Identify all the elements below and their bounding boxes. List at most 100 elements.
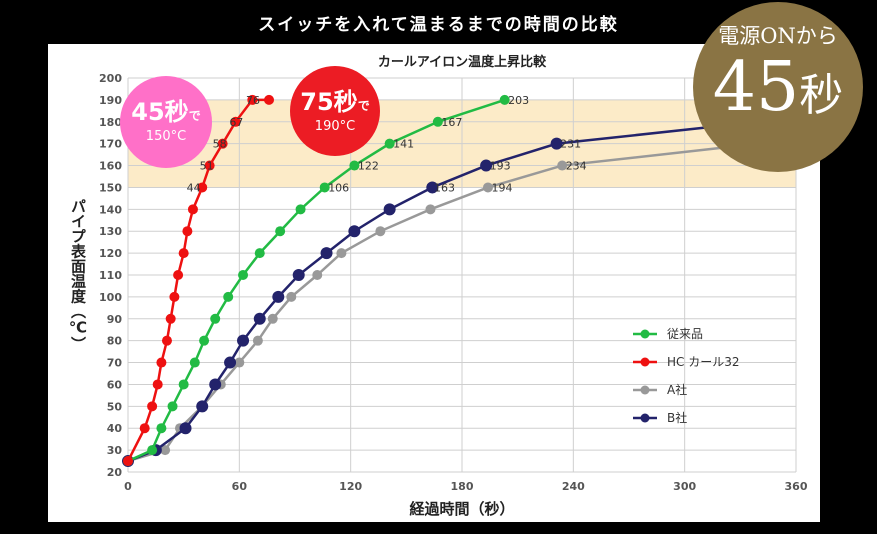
data-point: [178, 248, 189, 259]
point-value-label: 194: [491, 181, 512, 194]
data-point: [187, 204, 198, 215]
point-value-label: 51: [200, 160, 214, 173]
data-point: [252, 335, 263, 346]
badge-unit: 秒: [799, 70, 844, 121]
data-point: [210, 313, 221, 324]
point-value-label: 67: [229, 116, 243, 129]
y-tick-label: 130: [99, 225, 122, 238]
data-point: [209, 378, 222, 391]
data-point: [161, 335, 172, 346]
legend-swatch-marker: [640, 357, 650, 367]
data-point: [234, 357, 245, 368]
point-value-label: 203: [508, 94, 529, 107]
data-point: [425, 204, 436, 215]
data-point: [173, 270, 184, 280]
power-on-badge: 電源ONから 45秒: [693, 2, 863, 172]
data-point: [253, 312, 266, 325]
x-tick-label: 60: [232, 480, 248, 493]
data-point: [165, 313, 176, 324]
data-point: [147, 401, 158, 412]
legend-swatch-marker: [640, 385, 650, 395]
badge-number: 45: [712, 48, 800, 127]
data-point: [169, 291, 180, 302]
data-point: [348, 225, 361, 238]
y-tick-label: 50: [107, 400, 123, 413]
chart-panel: 20 30 40 50 60 70 80 90 100 110 120 130 140 150 160 170…: [48, 44, 820, 522]
x-tick-label: 360: [785, 480, 808, 493]
data-point: [432, 116, 443, 127]
x-tick-label: 240: [562, 480, 585, 493]
data-point: [426, 181, 439, 194]
data-point: [237, 334, 250, 347]
data-point: [178, 379, 189, 390]
data-point: [167, 401, 178, 412]
data-point: [349, 160, 360, 171]
point-value-label: 231: [560, 138, 581, 151]
data-point: [264, 94, 275, 105]
legend-label: A社: [667, 382, 687, 397]
chart-svg: 2030405060708090100110120130140150160170…: [69, 54, 808, 518]
badge-line1: 電源ONから: [718, 24, 838, 48]
data-point: [254, 248, 265, 259]
y-tick-label: 30: [107, 444, 123, 457]
data-point: [557, 160, 568, 171]
point-value-label: 76: [246, 94, 260, 107]
x-tick-label: 0: [124, 480, 132, 493]
data-point: [312, 270, 323, 280]
data-point: [320, 247, 333, 260]
x-tick-label: 120: [339, 480, 362, 493]
point-value-label: 234: [566, 160, 587, 173]
data-point: [199, 335, 210, 346]
x-axis-label: 経過時間（秒）: [409, 500, 514, 518]
data-point: [336, 248, 347, 259]
data-point: [217, 138, 228, 149]
y-tick-label: 200: [99, 72, 122, 85]
callout-75s-suffix: で: [357, 99, 370, 113]
data-point: [204, 160, 215, 171]
data-point: [384, 138, 395, 149]
series-line-A社: [127, 142, 760, 463]
callout-45s: 45秒で 150°C: [120, 76, 212, 168]
data-point: [319, 182, 330, 193]
data-point: [247, 94, 258, 105]
point-value-label: 141: [393, 138, 414, 151]
data-point: [182, 226, 193, 237]
point-value-label: 167: [441, 116, 462, 129]
legend-label: B社: [667, 410, 687, 425]
data-point: [286, 291, 297, 302]
data-point: [160, 445, 171, 456]
y-tick-label: 90: [107, 313, 123, 326]
page-title: スイッチを入れて温まるまでの時間の比較: [258, 15, 619, 35]
point-value-label: 122: [358, 160, 379, 173]
y-tick-label: 170: [99, 138, 122, 151]
x-tick-label: 180: [451, 480, 474, 493]
data-point: [123, 456, 133, 467]
x-tick-label: 300: [673, 480, 696, 493]
y-tick-label: 190: [99, 94, 122, 107]
data-point: [139, 423, 150, 434]
data-point: [383, 203, 396, 216]
point-value-label: 193: [490, 160, 511, 173]
point-value-label: 58: [213, 138, 227, 151]
callout-75s-value: 75秒: [300, 88, 358, 116]
y-tick-label: 60: [107, 378, 123, 391]
data-point: [196, 400, 209, 413]
y-tick-label: 40: [107, 422, 123, 435]
legend-swatch-marker: [640, 413, 650, 423]
data-point: [295, 204, 306, 215]
point-value-label: 106: [328, 181, 349, 194]
data-point: [238, 270, 249, 280]
data-point: [499, 94, 510, 105]
data-point: [375, 226, 386, 237]
point-value-label: 163: [434, 181, 455, 194]
data-point: [272, 290, 285, 303]
y-tick-label: 80: [107, 335, 123, 348]
callout-45s-temp: 150°C: [145, 129, 187, 144]
callout-45s-suffix: で: [188, 109, 201, 123]
data-point: [223, 291, 234, 302]
y-tick-label: 140: [99, 203, 122, 216]
data-point: [156, 423, 167, 434]
data-point: [230, 116, 241, 127]
data-point: [197, 182, 208, 193]
data-point: [152, 379, 163, 390]
